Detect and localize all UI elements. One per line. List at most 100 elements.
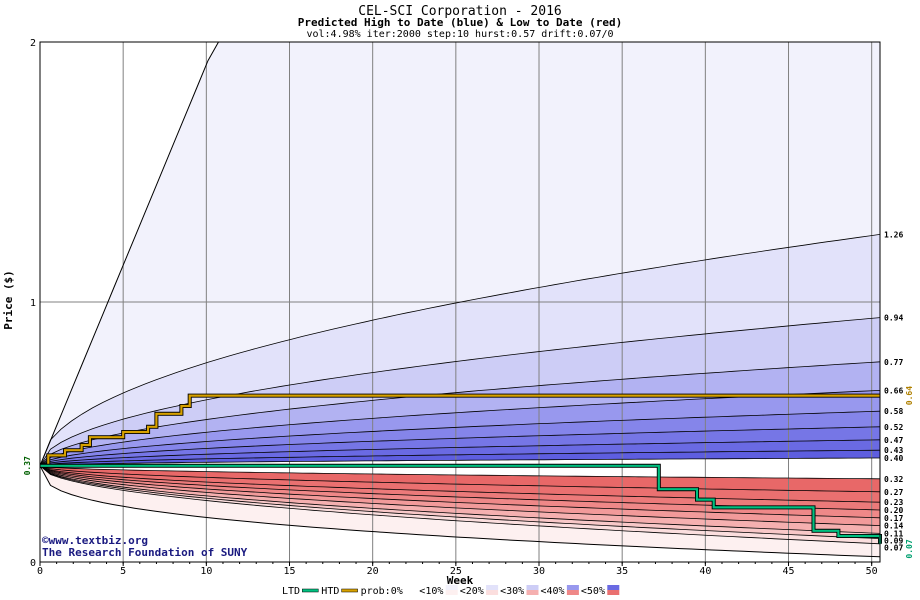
x-tick-label: 35 [616,566,628,577]
x-tick-label: 5 [120,566,126,577]
chart-title: CEL-SCI Corporation - 2016 [358,4,562,19]
high-band-fill [40,439,880,466]
low-band-label: 0.17 [884,514,903,523]
x-tick-label: 25 [450,566,462,577]
x-tick-label: 20 [367,566,379,577]
legend-blue-swatch [486,585,499,590]
legend: LTD HTD prob:0% <10% <20% <30% <40% <50% [282,585,620,597]
high-band-fill [40,234,880,466]
x-tick-label: 45 [782,566,794,577]
chart-params: vol:4.98% iter:2000 step:10 hurst:0.57 d… [306,29,613,40]
legend-blue-swatch [445,585,458,590]
high-band-label: 0.77 [884,358,903,367]
low-band-line [39,465,881,503]
high-band-fill [40,42,880,466]
low-band-line [39,465,881,519]
chart-subtitle: Predicted High to Date (blue) & Low to D… [298,16,623,29]
legend-prob-5-label: <50% [581,586,605,597]
low-band-line [39,465,881,480]
high-band-fill [40,426,880,466]
low-band-fill [40,465,880,534]
ltd-line [40,464,882,544]
x-tick-label: 0 [37,566,43,577]
high-band-line [39,234,881,466]
high-band-label: 0.58 [884,407,903,416]
plot-frame [39,41,881,563]
low-band-fill [40,465,880,510]
legend-blue-swatch [607,585,620,590]
legend-blue-swatch [566,585,579,590]
high-band-line [39,449,881,467]
legend-red-swatch [566,590,579,595]
legend-ltd-label: LTD [282,586,300,597]
legend-red-swatch [607,590,620,595]
low-band-fill [40,465,880,526]
low-band-fill [40,465,880,518]
legend-prob-3-label: <30% [500,586,524,597]
x-tick-label: 10 [200,566,212,577]
legend-htd-label: HTD [321,586,339,597]
axes: 0 5 10 15 20 25 30 35 40 45 50 0 1 2 0.37 [23,38,881,577]
high-band-line [39,457,880,467]
legend-prob-4-label: <40% [541,586,565,597]
low-band-label: 0.32 [884,475,903,484]
x-tick-label: 40 [699,566,711,577]
high-band-label: 0.52 [884,423,903,432]
high-band-label: 0.43 [884,446,903,455]
htd-end-label: 0.64 [905,386,914,405]
low-band-line [39,465,881,539]
high-band-fill [40,390,880,466]
low-band-line [39,465,881,534]
ltd-end-label: 0.07 [905,539,914,558]
high-band-fill [40,411,880,466]
y-tick-label: 0 [30,558,36,569]
legend-blue-swatch [526,585,539,590]
legend-prob-2-label: <20% [460,586,484,597]
low-band-line [39,465,881,493]
legend-htd-swatch [341,588,358,593]
high-band-label: 0.66 [884,386,903,395]
legend-red-swatch [445,590,458,595]
legend-red-swatch [405,590,418,595]
high-band-label: 0.40 [884,454,903,463]
high-band-line [39,361,881,467]
legend-prob-1-label: <10% [419,586,443,597]
low-band-fill [40,465,880,539]
low-band-label: 0.23 [884,498,903,507]
x-tick-label: 30 [533,566,545,577]
legend-red-swatch [486,590,499,595]
low-band-label: 0.27 [884,488,903,497]
low-band-fill [40,465,880,503]
low-band-label: 0.07 [884,543,903,552]
y-axis-label: Price ($) [2,270,15,330]
legend-red-swatch [526,590,539,595]
high-band-label: 0.47 [884,436,903,445]
start-price-label: 0.37 [23,456,32,475]
high-band-label: 0.94 [884,314,903,323]
band-labels: 1.26 0.94 0.77 0.66 0.58 0.52 0.470.430.40 0.32… [884,230,914,558]
low-band-label: 0.20 [884,506,903,515]
high-band-fill [40,317,880,466]
median-band-fill [40,458,880,479]
legend-blue-swatch [405,585,418,590]
legend-prob-label: prob:0% [361,586,403,597]
x-tick-label: 15 [283,566,295,577]
series-lines [40,393,882,544]
outer-low-line [39,465,881,558]
low-band-line [39,465,881,545]
high-band-fill [40,361,880,466]
high-band-line [39,439,881,467]
low-band-line [39,465,881,526]
y-tick-label: 2 [30,38,36,49]
watermark-line-2: The Research Foundation of SUNY [42,546,248,559]
high-band-line [39,410,881,467]
x-axis-label: Week [447,574,474,587]
low-band-fill [40,465,880,544]
watermark-line-1: ©www.textbiz.org [42,534,148,547]
low-band-label: 0.11 [884,529,903,538]
low-band-label: 0.14 [884,522,903,531]
low-band-label: 0.09 [884,536,903,545]
x-tick-label: 50 [866,566,878,577]
low-band-fill [40,465,880,557]
